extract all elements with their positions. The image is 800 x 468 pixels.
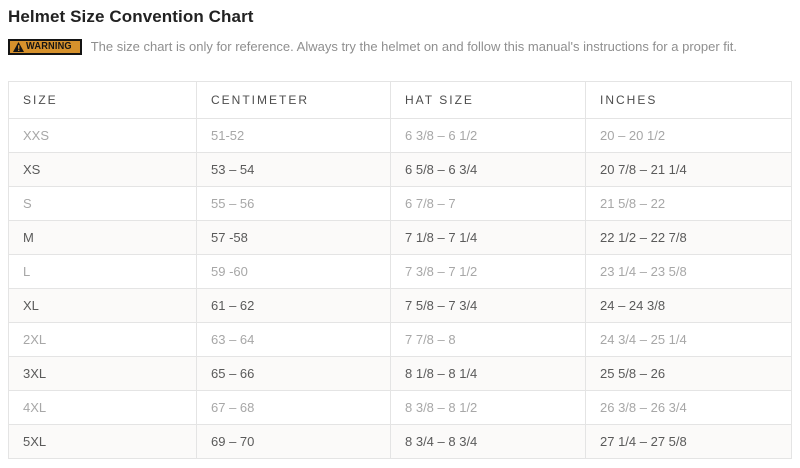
table-cell: 7 7/8 – 8	[390, 322, 586, 357]
table-cell: 24 – 24 3/8	[585, 288, 792, 323]
warning-triangle-icon	[13, 42, 24, 52]
table-row: M 57 -58 7 1/8 – 7 1/4 22 1/2 – 22 7/8	[8, 220, 792, 255]
warning-badge: WARNING	[8, 39, 82, 55]
column-header-inches: INCHES	[585, 81, 792, 119]
warning-badge-label: WARNING	[26, 41, 72, 52]
table-cell: 8 3/4 – 8 3/4	[390, 424, 586, 459]
table-cell: 61 – 62	[196, 288, 391, 323]
column-header-centimeter: CENTIMETER	[196, 81, 391, 119]
table-cell: 23 1/4 – 23 5/8	[585, 254, 792, 289]
header-row: SIZE CENTIMETER HAT SIZE INCHES	[8, 81, 792, 119]
table-row: XXS 51-52 6 3/8 – 6 1/2 20 – 20 1/2	[8, 118, 792, 153]
table-row: XS 53 – 54 6 5/8 – 6 3/4 20 7/8 – 21 1/4	[8, 152, 792, 187]
table-cell: 24 3/4 – 25 1/4	[585, 322, 792, 357]
table-cell: 22 1/2 – 22 7/8	[585, 220, 792, 255]
table-cell: 6 7/8 – 7	[390, 186, 586, 221]
table-cell: L	[8, 254, 197, 289]
table-cell: 67 – 68	[196, 390, 391, 425]
table-cell: M	[8, 220, 197, 255]
table-cell: 21 5/8 – 22	[585, 186, 792, 221]
table-row: 3XL 65 – 66 8 1/8 – 8 1/4 25 5/8 – 26	[8, 356, 792, 391]
table-cell: 7 1/8 – 7 1/4	[390, 220, 586, 255]
table-cell: 59 -60	[196, 254, 391, 289]
table-row: 5XL 69 – 70 8 3/4 – 8 3/4 27 1/4 – 27 5/8	[8, 424, 792, 459]
table-row: L 59 -60 7 3/8 – 7 1/2 23 1/4 – 23 5/8	[8, 254, 792, 289]
table-cell: 57 -58	[196, 220, 391, 255]
table-cell: 20 – 20 1/2	[585, 118, 792, 153]
table-cell: 7 3/8 – 7 1/2	[390, 254, 586, 289]
table-cell: 7 5/8 – 7 3/4	[390, 288, 586, 323]
table-cell: 27 1/4 – 27 5/8	[585, 424, 792, 459]
table-cell: 51-52	[196, 118, 391, 153]
size-table-header: SIZE CENTIMETER HAT SIZE INCHES	[8, 81, 792, 119]
table-cell: 55 – 56	[196, 186, 391, 221]
table-cell: 25 5/8 – 26	[585, 356, 792, 391]
table-cell: 8 3/8 – 8 1/2	[390, 390, 586, 425]
table-cell: XL	[8, 288, 197, 323]
table-row: S 55 – 56 6 7/8 – 7 21 5/8 – 22	[8, 186, 792, 221]
table-row: 4XL 67 – 68 8 3/8 – 8 1/2 26 3/8 – 26 3/4	[8, 390, 792, 425]
table-cell: XXS	[8, 118, 197, 153]
table-cell: 69 – 70	[196, 424, 391, 459]
table-row: 2XL 63 – 64 7 7/8 – 8 24 3/4 – 25 1/4	[8, 322, 792, 357]
table-cell: 3XL	[8, 356, 197, 391]
table-cell: 63 – 64	[196, 322, 391, 357]
table-cell: 53 – 54	[196, 152, 391, 187]
table-cell: 2XL	[8, 322, 197, 357]
table-cell: 6 3/8 – 6 1/2	[390, 118, 586, 153]
size-table-body: XXS 51-52 6 3/8 – 6 1/2 20 – 20 1/2 XS 53 – 5…	[8, 118, 792, 459]
table-cell: S	[8, 186, 197, 221]
warning-text: The size chart is only for reference. Al…	[90, 39, 738, 54]
table-row: XL 61 – 62 7 5/8 – 7 3/4 24 – 24 3/8	[8, 288, 792, 323]
column-header-size: SIZE	[8, 81, 197, 119]
table-cell: 26 3/8 – 26 3/4	[585, 390, 792, 425]
column-header-hat-size: HAT SIZE	[390, 81, 586, 119]
table-cell: 8 1/8 – 8 1/4	[390, 356, 586, 391]
page-title: Helmet Size Convention Chart	[8, 7, 254, 26]
table-cell: 5XL	[8, 424, 197, 459]
table-cell: 6 5/8 – 6 3/4	[390, 152, 586, 187]
table-cell: 65 – 66	[196, 356, 391, 391]
size-chart-table: SIZE CENTIMETER HAT SIZE INCHES XXS 51-52…	[8, 81, 792, 459]
warning-note: WARNING The size chart is only for refer…	[8, 39, 792, 55]
table-cell: XS	[8, 152, 197, 187]
table-cell: 20 7/8 – 21 1/4	[585, 152, 792, 187]
table-cell: 4XL	[8, 390, 197, 425]
